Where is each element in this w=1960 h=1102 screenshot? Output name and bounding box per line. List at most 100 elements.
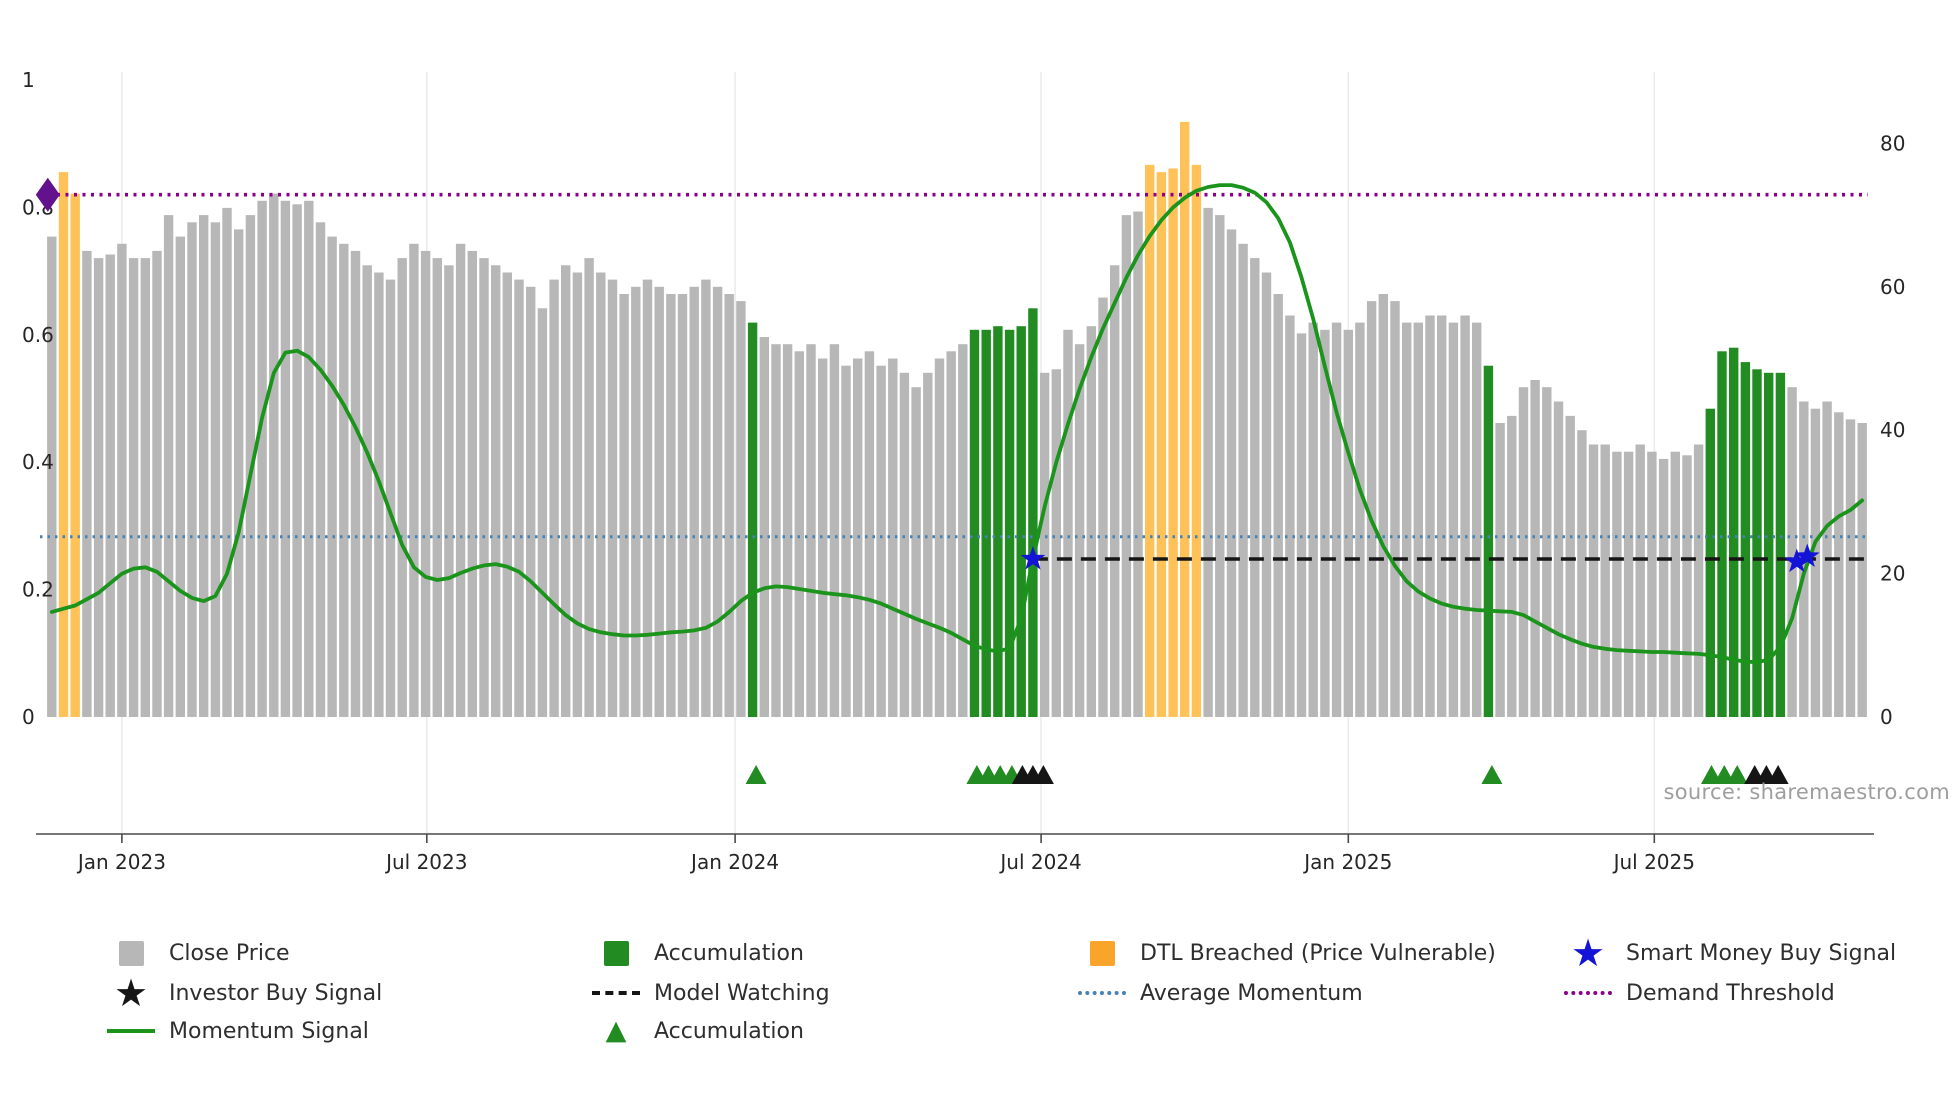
accumulation-bar: [1705, 408, 1715, 717]
close-price-bar: [1787, 387, 1797, 717]
close-price-bar: [222, 207, 232, 717]
close-price-bar: [467, 250, 477, 717]
close-price-bar: [82, 250, 92, 717]
dtl-breached-bar: [1145, 164, 1155, 717]
left-axis-tick-label: 0.2: [22, 578, 54, 602]
dtl-breached-bar: [58, 172, 69, 718]
close-price-bar: [642, 279, 653, 717]
close-price-bar: [1296, 333, 1307, 717]
close-price-bar: [514, 279, 524, 717]
close-price-bar: [1577, 430, 1587, 717]
accumulation-bar: [1028, 308, 1038, 717]
close-price-bar: [1378, 294, 1388, 717]
close-price-bar: [1098, 297, 1108, 717]
smart-money-buy-signal-star-icon: ★: [1570, 931, 1606, 975]
close-price-bar: [374, 272, 384, 717]
x-axis-tick-label: Jan 2025: [1302, 850, 1392, 874]
close-price-bar: [771, 344, 781, 717]
accumulation-triangle-marker: [1726, 765, 1748, 784]
close-price-bar: [128, 258, 139, 717]
close-price-bar: [654, 286, 664, 717]
legend-label-demand-threshold: Demand Threshold: [1626, 980, 1835, 1006]
close-price-bar: [1425, 315, 1435, 717]
close-price-bar: [1390, 301, 1400, 717]
close-price-bar: [257, 200, 267, 718]
model-watching-line-icon: [590, 991, 642, 995]
accumulation-triangle-icon: ▲: [605, 1015, 627, 1046]
close-price-bar: [280, 200, 291, 718]
close-price-bar: [1308, 322, 1318, 717]
investor-buy-signal-star-icon: ★: [105, 971, 157, 1015]
accumulation-square-icon: [590, 940, 642, 966]
legend-item-close-price-square: Close Price: [105, 934, 290, 972]
close-price-bar: [818, 358, 828, 717]
close-price-square-icon: [118, 940, 144, 966]
close-price-bar: [1250, 258, 1260, 717]
close-price-bar: [1647, 451, 1657, 717]
accumulation-triangle-icon: ▲: [590, 1016, 642, 1046]
close-price-bar: [1355, 322, 1365, 717]
smart-money-buy-signal-star: [1784, 548, 1810, 573]
close-price-bar: [1472, 322, 1482, 717]
close-price-bar: [1366, 301, 1377, 717]
accumulation-bar: [1004, 329, 1015, 717]
close-price-bar: [502, 272, 512, 717]
dtl-breached-bar: [1180, 121, 1190, 717]
close-price-bar: [1600, 444, 1610, 717]
investor-buy-signal-star-icon: ★: [113, 971, 149, 1015]
close-price-bar: [1086, 326, 1096, 717]
close-price-bar: [1845, 419, 1856, 717]
close-price-bar: [631, 286, 641, 717]
close-price-bar: [1039, 372, 1050, 717]
left-axis-tick-label: 1: [22, 68, 35, 92]
close-price-bar: [1261, 272, 1272, 717]
close-price-bar: [794, 351, 804, 717]
close-price-bar: [549, 279, 559, 717]
close-price-bar: [479, 258, 489, 717]
close-price-bar: [385, 279, 396, 717]
close-price-bar: [888, 358, 898, 717]
close-price-bar: [1623, 451, 1634, 717]
momentum-signal-line-icon: [107, 1029, 155, 1033]
close-price-bar: [1670, 451, 1680, 717]
close-price-bar: [1635, 444, 1645, 717]
legend-item-model-watching-dashed-line: Model Watching: [590, 974, 830, 1012]
close-price-bar: [117, 243, 127, 718]
investor-buy-signal-marker: [1032, 765, 1054, 784]
legend-label-accumulation: Accumulation: [654, 1018, 804, 1044]
legend-label-average-momentum: Average Momentum: [1140, 980, 1363, 1006]
close-price-bar: [946, 351, 956, 717]
close-price-bar: [269, 193, 279, 718]
close-price-bar: [1413, 322, 1423, 717]
smart-money-buy-signal-star: [1794, 543, 1820, 567]
model-watching-line-icon: [592, 991, 640, 995]
left-axis-tick-label: 0: [22, 705, 35, 729]
close-price-bar: [1074, 344, 1085, 717]
dtl-breached-bar: [70, 193, 80, 718]
close-price-bar: [1588, 444, 1599, 717]
right-axis-tick-label: 80: [1880, 131, 1905, 155]
close-price-bar: [1495, 423, 1505, 717]
close-price-bar: [1051, 369, 1061, 717]
close-price-bar: [1810, 408, 1821, 717]
close-price-bar: [1565, 415, 1575, 717]
average-momentum-line-icon: [1076, 991, 1128, 995]
close-price-bar: [152, 250, 162, 717]
legend-label-momentum-signal: Momentum Signal: [169, 1018, 369, 1044]
accumulation-bar: [993, 326, 1003, 717]
right-axis-tick-label: 40: [1880, 418, 1905, 442]
left-axis-tick-label: 0.6: [22, 323, 54, 347]
close-price-bar: [596, 272, 606, 717]
legend-label-model-watching: Model Watching: [654, 980, 830, 1006]
close-price-bar: [432, 258, 442, 717]
x-axis-tick-label: Jan 2023: [76, 850, 166, 874]
close-price-bar: [782, 344, 793, 717]
close-price-bar: [420, 250, 431, 717]
close-price-bar: [327, 236, 337, 717]
legend-label-investor-buy-signal: Investor Buy Signal: [169, 980, 383, 1006]
accumulation-bar: [1752, 369, 1762, 717]
accumulation-bar: [1740, 362, 1751, 717]
close-price-bar: [199, 215, 209, 717]
close-price-bar: [1612, 451, 1622, 717]
